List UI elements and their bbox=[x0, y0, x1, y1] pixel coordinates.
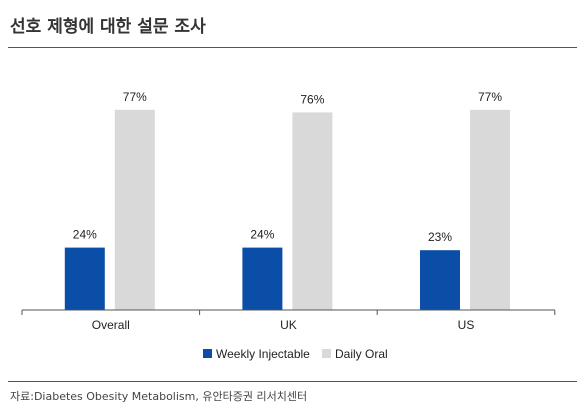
bar-weekly-injectable-overall bbox=[64, 247, 105, 310]
x-tick-label-us: US bbox=[458, 318, 475, 332]
page-title: 선호 제형에 대한 설문 조사 bbox=[10, 17, 206, 37]
source-note: 자료:Diabetes Obesity Metabolism, 유안타증권 리서… bbox=[10, 390, 308, 403]
bar-daily-oral-uk bbox=[292, 112, 333, 311]
bar-weekly-injectable-uk bbox=[242, 247, 283, 310]
legend-label-daily-oral: Daily Oral bbox=[335, 347, 388, 361]
x-tick-label-uk: UK bbox=[280, 318, 297, 332]
data-label-daily-oral-us: 77% bbox=[478, 90, 502, 104]
x-tick-label-overall: Overall bbox=[92, 318, 130, 332]
source-divider bbox=[8, 381, 577, 382]
data-label-weekly-injectable-uk: 24% bbox=[250, 228, 274, 242]
legend: Weekly Injectable Daily Oral bbox=[203, 347, 388, 361]
title-divider bbox=[8, 47, 577, 48]
data-label-daily-oral-overall: 77% bbox=[123, 90, 147, 104]
data-label-weekly-injectable-us: 23% bbox=[428, 230, 452, 244]
data-label-daily-oral-uk: 76% bbox=[300, 92, 324, 106]
legend-label-weekly-injectable: Weekly Injectable bbox=[216, 347, 310, 361]
bar-daily-oral-us bbox=[470, 109, 510, 310]
legend-swatch-weekly-injectable bbox=[203, 349, 212, 358]
legend-swatch-daily-oral bbox=[322, 349, 331, 358]
bar-weekly-injectable-us bbox=[420, 250, 460, 310]
bar-chart: 24% 77% 24% 76% 23% 77% Overall UK US Weekly In… bbox=[21, 90, 556, 361]
data-label-weekly-injectable-overall: 24% bbox=[73, 228, 97, 242]
bar-daily-oral-overall bbox=[114, 109, 155, 310]
